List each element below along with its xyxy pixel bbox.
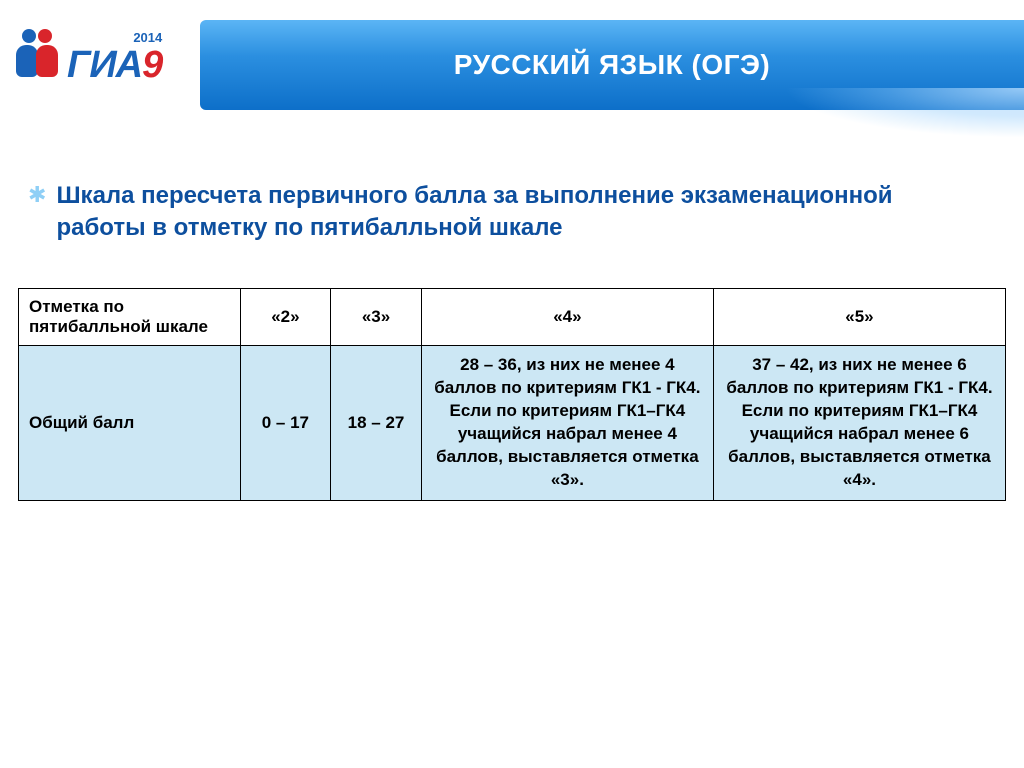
table-header-row: Отметка по пятибалльной шкале «2» «3» «4…	[19, 289, 1006, 346]
cell-grade-3: 18 – 27	[331, 346, 422, 501]
cell-grade-4: 28 – 36, из них не менее 4 баллов по кри…	[421, 346, 713, 501]
cell-grade-2: 0 – 17	[240, 346, 331, 501]
head-label: Отметка по пятибалльной шкале	[19, 289, 241, 346]
logo-people-icon	[8, 23, 63, 93]
header-bar: РУССКИЙ ЯЗЫК (ОГЭ)	[200, 20, 1024, 110]
logo-suffix: 9	[142, 44, 162, 86]
head-grade-2: «2»	[240, 289, 331, 346]
head-grade-3: «3»	[331, 289, 422, 346]
table-row: Общий балл 0 – 17 18 – 27 28 – 36, из ни…	[19, 346, 1006, 501]
head-grade-4: «4»	[421, 289, 713, 346]
page-title: РУССКИЙ ЯЗЫК (ОГЭ)	[454, 49, 770, 81]
cell-grade-5: 37 – 42, из них не менее 6 баллов по кри…	[713, 346, 1005, 501]
bullet-icon: ✱	[28, 182, 46, 208]
head-grade-5: «5»	[713, 289, 1005, 346]
logo-year: 2014	[133, 31, 162, 44]
subtitle: Шкала пересчета первичного балла за выпо…	[56, 180, 984, 245]
logo-text: 2014 ГИА9	[67, 31, 162, 84]
logo-main: ГИА9	[67, 46, 162, 84]
row-label: Общий балл	[19, 346, 241, 501]
subtitle-row: ✱ Шкала пересчета первичного балла за вы…	[28, 180, 984, 245]
logo-main-text: ГИА	[67, 44, 142, 86]
score-table: Отметка по пятибалльной шкале «2» «3» «4…	[18, 288, 1006, 501]
logo: 2014 ГИА9	[8, 10, 193, 105]
